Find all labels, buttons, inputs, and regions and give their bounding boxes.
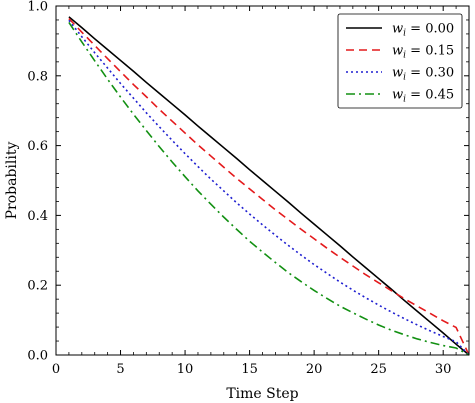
x-tick-label: 0	[52, 362, 60, 377]
legend-value: = 0.45	[406, 88, 454, 103]
legend-box	[337, 13, 463, 109]
y-tick-label: 0.4	[27, 209, 48, 224]
legend-var: w	[392, 88, 403, 103]
series-line-3	[68, 21, 470, 356]
x-tick-label: 30	[435, 362, 452, 377]
legend-entry-label: wi = 0.00	[392, 22, 454, 39]
legend-value: = 0.00	[406, 22, 454, 37]
x-tick-label: 25	[370, 362, 387, 377]
legend-value: = 0.30	[406, 66, 454, 81]
series-line-1	[68, 18, 470, 356]
series-line-2	[68, 19, 470, 356]
legend-subscript: i	[403, 95, 406, 105]
x-tick-label: 20	[306, 362, 323, 377]
legend-entry-label: wi = 0.15	[392, 44, 454, 61]
plot-area	[68, 16, 470, 356]
legend-subscript: i	[403, 51, 406, 61]
legend-value: = 0.15	[406, 44, 454, 59]
x-tick-label: 10	[177, 362, 194, 377]
y-tick-label: 0.6	[27, 139, 48, 154]
series-line-0	[68, 16, 470, 356]
x-tick-label: 15	[241, 362, 258, 377]
axis-ticks: 0 5 10 15 20 25 30 0.0 0.2 0.4 0.6 0.8 1.0	[27, 0, 470, 377]
y-tick-label: 0.2	[27, 279, 48, 294]
y-tick-label: 0.8	[27, 69, 48, 84]
legend-subscript: i	[403, 29, 406, 39]
y-axis-label: Probability	[4, 142, 20, 220]
legend-var: w	[392, 44, 403, 59]
legend-subscript: i	[403, 73, 406, 83]
y-tick-label: 0.0	[27, 349, 48, 364]
legend-var: w	[392, 22, 403, 37]
legend-entry-label: wi = 0.30	[392, 66, 454, 83]
x-axis-label: Time Step	[226, 386, 298, 402]
legend-var: w	[392, 66, 403, 81]
y-tick-label: 1.0	[27, 0, 48, 15]
legend-entry-label: wi = 0.45	[392, 88, 454, 105]
x-tick-label: 5	[116, 362, 124, 377]
